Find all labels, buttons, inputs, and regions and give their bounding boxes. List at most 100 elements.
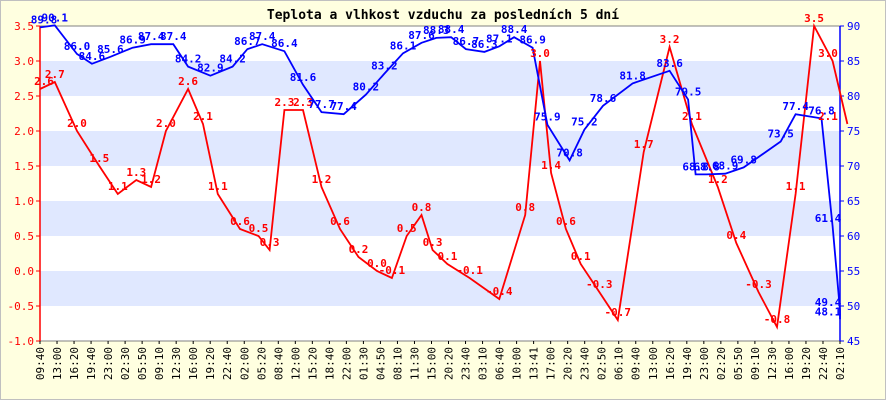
humidity-line bbox=[39, 24, 841, 320]
humidity-data-label: 83.6 bbox=[656, 57, 683, 70]
temperature-data-label: 3.0 bbox=[818, 47, 838, 60]
temperature-data-label: 1.2 bbox=[708, 173, 728, 186]
temperature-data-label: 1.1 bbox=[208, 180, 228, 193]
temperature-data-label: 0.1 bbox=[571, 250, 591, 263]
x-tick-label: 05:50 bbox=[136, 347, 149, 380]
x-tick-label: 02:20 bbox=[715, 347, 728, 380]
temperature-data-label: 1.4 bbox=[541, 159, 561, 172]
right-tick-label: 80 bbox=[847, 90, 860, 103]
temperature-data-label: 1.3 bbox=[126, 166, 146, 179]
humidity-data-label: 84.2 bbox=[175, 53, 202, 66]
x-tick-label: 23:40 bbox=[579, 347, 592, 380]
temperature-data-label: 3.5 bbox=[804, 12, 824, 25]
x-tick-label: 23:00 bbox=[102, 347, 115, 380]
humidity-data-label: 86.3 bbox=[471, 38, 498, 51]
temperature-data-label: 3.0 bbox=[530, 47, 550, 60]
x-tick-label: 09:10 bbox=[749, 347, 762, 380]
left-tick-label: 0.5 bbox=[14, 230, 34, 243]
x-tick-label: 02:50 bbox=[596, 347, 609, 380]
temperature-data-label: 0.3 bbox=[423, 236, 443, 249]
x-tick-label: 22:40 bbox=[221, 347, 234, 380]
grid-band bbox=[40, 201, 840, 236]
humidity-data-label: 87.1 bbox=[486, 32, 513, 45]
x-tick-label: 04:50 bbox=[374, 347, 387, 380]
left-axis-ticks: 3.5 3.0 2.5 2.0 1.5 1.0 0.5 0.0 -0.5 -1.0 bbox=[8, 20, 40, 348]
humidity-data-label: 86.4 bbox=[271, 37, 298, 50]
temperature-data-label: 1.2 bbox=[312, 173, 332, 186]
left-tick-label: 3.0 bbox=[14, 55, 34, 68]
temperature-data-label: 1.7 bbox=[634, 138, 654, 151]
temperature-data-label: 2.6 bbox=[178, 75, 198, 88]
humidity-data-label: 48.1 bbox=[815, 305, 842, 318]
humidity-data-label: 86.9 bbox=[519, 34, 546, 47]
humidity-data-label: 88.3 bbox=[423, 24, 450, 37]
temperature-line bbox=[39, 22, 849, 330]
humidity-data-label: 82.9 bbox=[197, 62, 224, 75]
x-tick-label: 23:00 bbox=[698, 347, 711, 380]
right-tick-label: 60 bbox=[847, 230, 860, 243]
x-tick-label: 16:00 bbox=[783, 347, 796, 380]
humidity-data-label: 86.7 bbox=[453, 35, 480, 48]
x-tick-label: 12:00 bbox=[289, 347, 302, 380]
x-tick-label: 02:00 bbox=[238, 347, 251, 380]
grid-band bbox=[40, 271, 840, 306]
x-tick-label: 09:40 bbox=[34, 347, 47, 380]
x-tick-label: 08:10 bbox=[391, 347, 404, 380]
humidity-data-label: 49.4 bbox=[815, 296, 842, 309]
temperature-data-label: 0.5 bbox=[249, 222, 269, 235]
temperature-data-label: 2.1 bbox=[818, 110, 838, 123]
humidity-data-label: 86.0 bbox=[64, 40, 91, 53]
humidity-data-label: 69.8 bbox=[730, 153, 757, 166]
x-tick-label: 10:00 bbox=[511, 347, 524, 380]
temperature-data-label: 2.1 bbox=[193, 110, 213, 123]
data-labels-layer: 2.62.72.01.51.11.31.22.02.62.11.10.60.50… bbox=[31, 11, 842, 326]
x-tick-label: 22:40 bbox=[817, 347, 830, 380]
right-tick-label: 55 bbox=[847, 265, 860, 278]
x-tick-label: 17:00 bbox=[545, 347, 558, 380]
humidity-data-label: 84.2 bbox=[219, 53, 246, 66]
temperature-data-label: 2.1 bbox=[682, 110, 702, 123]
grid-band bbox=[40, 61, 840, 96]
right-tick-label: 90 bbox=[847, 20, 860, 33]
x-tick-label: 02:10 bbox=[834, 347, 847, 380]
temperature-data-label: 1.1 bbox=[108, 180, 128, 193]
temperature-data-label: 1.5 bbox=[89, 152, 109, 165]
humidity-data-label: 84.6 bbox=[79, 50, 106, 63]
left-tick-label: -0.5 bbox=[8, 300, 35, 313]
x-tick-label: 19:40 bbox=[85, 347, 98, 380]
temperature-data-label: 2.0 bbox=[67, 117, 87, 130]
grid-bands bbox=[40, 26, 840, 341]
humidity-data-label: 88.4 bbox=[501, 23, 528, 36]
left-tick-label: 1.0 bbox=[14, 195, 34, 208]
temperature-data-label: 3.2 bbox=[660, 33, 680, 46]
humidity-data-label: 68.8 bbox=[693, 160, 720, 173]
x-tick-label: 09:10 bbox=[153, 347, 166, 380]
temperature-data-label: 0.1 bbox=[437, 250, 457, 263]
humidity-data-label: 87.4 bbox=[160, 30, 187, 43]
temperature-data-label: 2.0 bbox=[156, 117, 176, 130]
x-tick-label: 19:20 bbox=[204, 347, 217, 380]
temperature-data-label: 2.3 bbox=[274, 96, 294, 109]
x-tick-label: 03:10 bbox=[477, 347, 490, 380]
right-tick-label: 50 bbox=[847, 300, 860, 313]
humidity-data-label: 70.8 bbox=[556, 146, 583, 159]
right-tick-label: 45 bbox=[847, 335, 860, 348]
humidity-data-label: 73.5 bbox=[767, 128, 794, 141]
left-tick-label: 0.0 bbox=[14, 265, 34, 278]
x-tick-label: 06:10 bbox=[613, 347, 626, 380]
humidity-data-label: 68.8 bbox=[682, 160, 709, 173]
humidity-data-label: 75.9 bbox=[534, 111, 561, 124]
x-tick-label: 11:30 bbox=[408, 347, 421, 380]
temperature-data-label: 2.3 bbox=[293, 96, 313, 109]
grid-band bbox=[40, 166, 840, 201]
x-tick-label: 15:00 bbox=[425, 347, 438, 380]
humidity-data-label: 87.4 bbox=[138, 30, 165, 43]
temperature-data-label: -0.1 bbox=[379, 264, 406, 277]
temperature-data-label: 0.6 bbox=[556, 215, 576, 228]
x-tick-label: 18:40 bbox=[323, 347, 336, 380]
humidity-data-label: 77.4 bbox=[330, 100, 357, 113]
left-tick-label: 1.5 bbox=[14, 160, 34, 173]
x-tick-label: 13:00 bbox=[647, 347, 660, 380]
right-tick-label: 70 bbox=[847, 160, 860, 173]
